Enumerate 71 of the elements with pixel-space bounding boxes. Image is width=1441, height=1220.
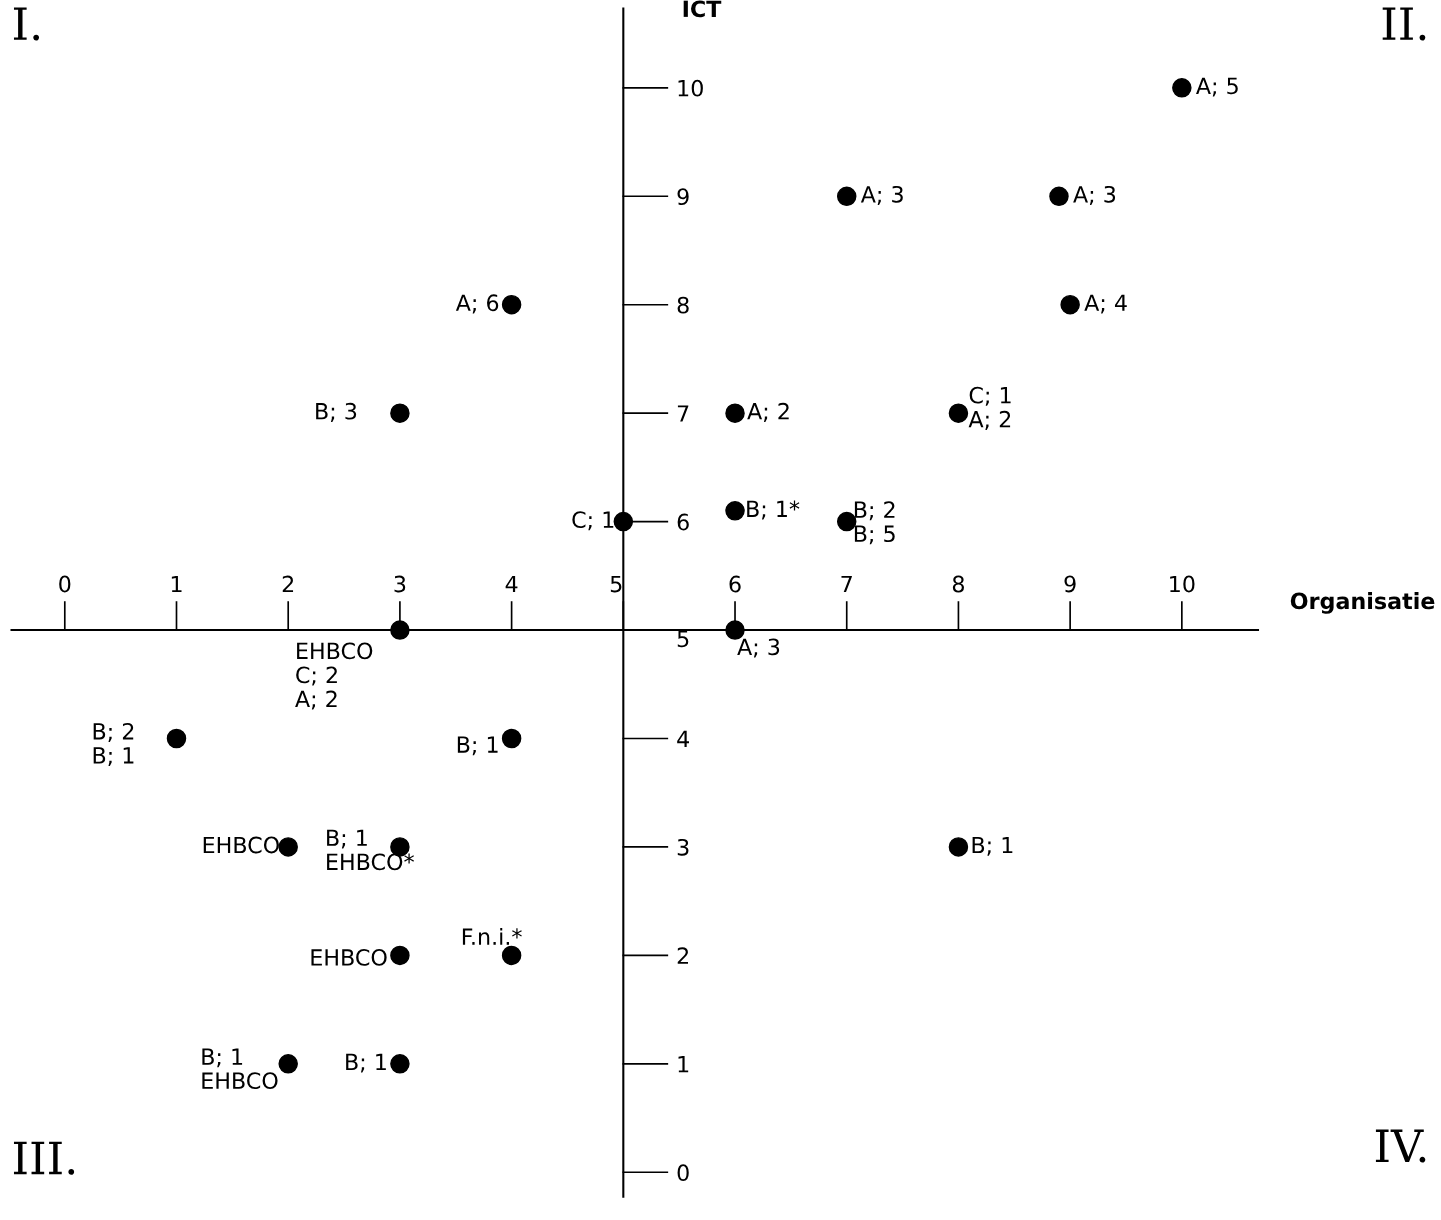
y-tick-label: 7 <box>677 405 689 422</box>
x-tick-label: 5 <box>610 575 622 593</box>
point <box>390 1054 410 1074</box>
point <box>948 403 969 423</box>
y-tick-label: 1 <box>678 1056 689 1073</box>
point <box>501 294 522 315</box>
y-tick-label: 9 <box>677 188 689 206</box>
annotation: B; 1 EHBCO* <box>327 829 414 871</box>
y-tick-label: 4 <box>677 730 689 747</box>
annotation: A; 3 <box>737 638 780 658</box>
annotation: II. <box>1382 7 1426 41</box>
annotation: B; 2 B; 1 <box>93 722 134 767</box>
annotation: C; 1 A; 2 <box>968 386 1011 430</box>
annotation: III. <box>13 1141 75 1175</box>
point <box>501 728 522 749</box>
annotation: B; 1 <box>457 736 498 756</box>
annotation: A; 2 <box>747 402 789 422</box>
annotation: A; 5 <box>1196 77 1238 97</box>
annotation: I. <box>13 7 40 41</box>
point <box>948 837 969 857</box>
y-tick-label: 6 <box>677 513 689 531</box>
point <box>390 620 410 640</box>
x-tick-label: 6 <box>729 575 741 593</box>
x-tick-label: 1 <box>171 575 182 593</box>
point <box>836 511 857 532</box>
x-tick-label: 3 <box>394 575 406 593</box>
y-tick-label: 5 <box>677 630 689 648</box>
annotation: IV. <box>1375 1129 1426 1163</box>
y-tick-label: 2 <box>677 947 689 964</box>
point <box>1060 294 1080 315</box>
annotation: C; 1 <box>572 511 614 531</box>
y-tick-label: 0 <box>677 1164 689 1182</box>
annotation: A; 3 <box>860 185 903 205</box>
y-axis-title: ICT <box>683 0 722 18</box>
point <box>166 728 187 749</box>
y-tick-label: 3 <box>677 838 689 856</box>
y-tick-label: 8 <box>677 296 689 314</box>
annotation: B; 2 B; 5 <box>854 501 895 545</box>
point <box>725 620 745 640</box>
x-tick-label: 0 <box>59 575 71 593</box>
point <box>836 186 857 207</box>
annotation: F.n.i.* <box>462 927 522 945</box>
point <box>390 403 410 423</box>
point <box>725 501 745 521</box>
annotation: B; 1 EHBCO <box>202 1048 278 1090</box>
annotation: B; 1 <box>346 1053 386 1073</box>
annotation: EHBCO <box>311 949 387 966</box>
x-tick-label: 9 <box>1064 575 1076 593</box>
x-tick-label: 4 <box>505 575 518 593</box>
point <box>278 837 298 857</box>
point <box>278 1054 298 1074</box>
annotation: B; 3 <box>316 402 357 422</box>
point <box>1172 78 1192 98</box>
annotation: EHBCO <box>203 836 279 854</box>
annotation: A; 3 <box>1073 185 1116 205</box>
x-tick-label: 7 <box>841 575 852 593</box>
x-axis-title: Organisatie <box>1290 592 1435 614</box>
point <box>725 403 745 423</box>
annotation: EHBCO C; 2 A; 2 <box>295 642 373 710</box>
point <box>613 511 634 532</box>
point <box>390 945 410 966</box>
annotation: A; 6 <box>455 294 499 314</box>
y-tick-label: 10 <box>678 79 703 97</box>
annotation: A; 4 <box>1084 294 1127 314</box>
annotation: B; 1 <box>972 836 1013 856</box>
point <box>1049 186 1069 207</box>
x-tick-label: 10 <box>1170 575 1195 593</box>
x-tick-label: 2 <box>282 575 294 593</box>
annotation: B; 1* <box>747 500 800 520</box>
x-tick-label: 8 <box>952 575 964 593</box>
point <box>501 945 522 966</box>
